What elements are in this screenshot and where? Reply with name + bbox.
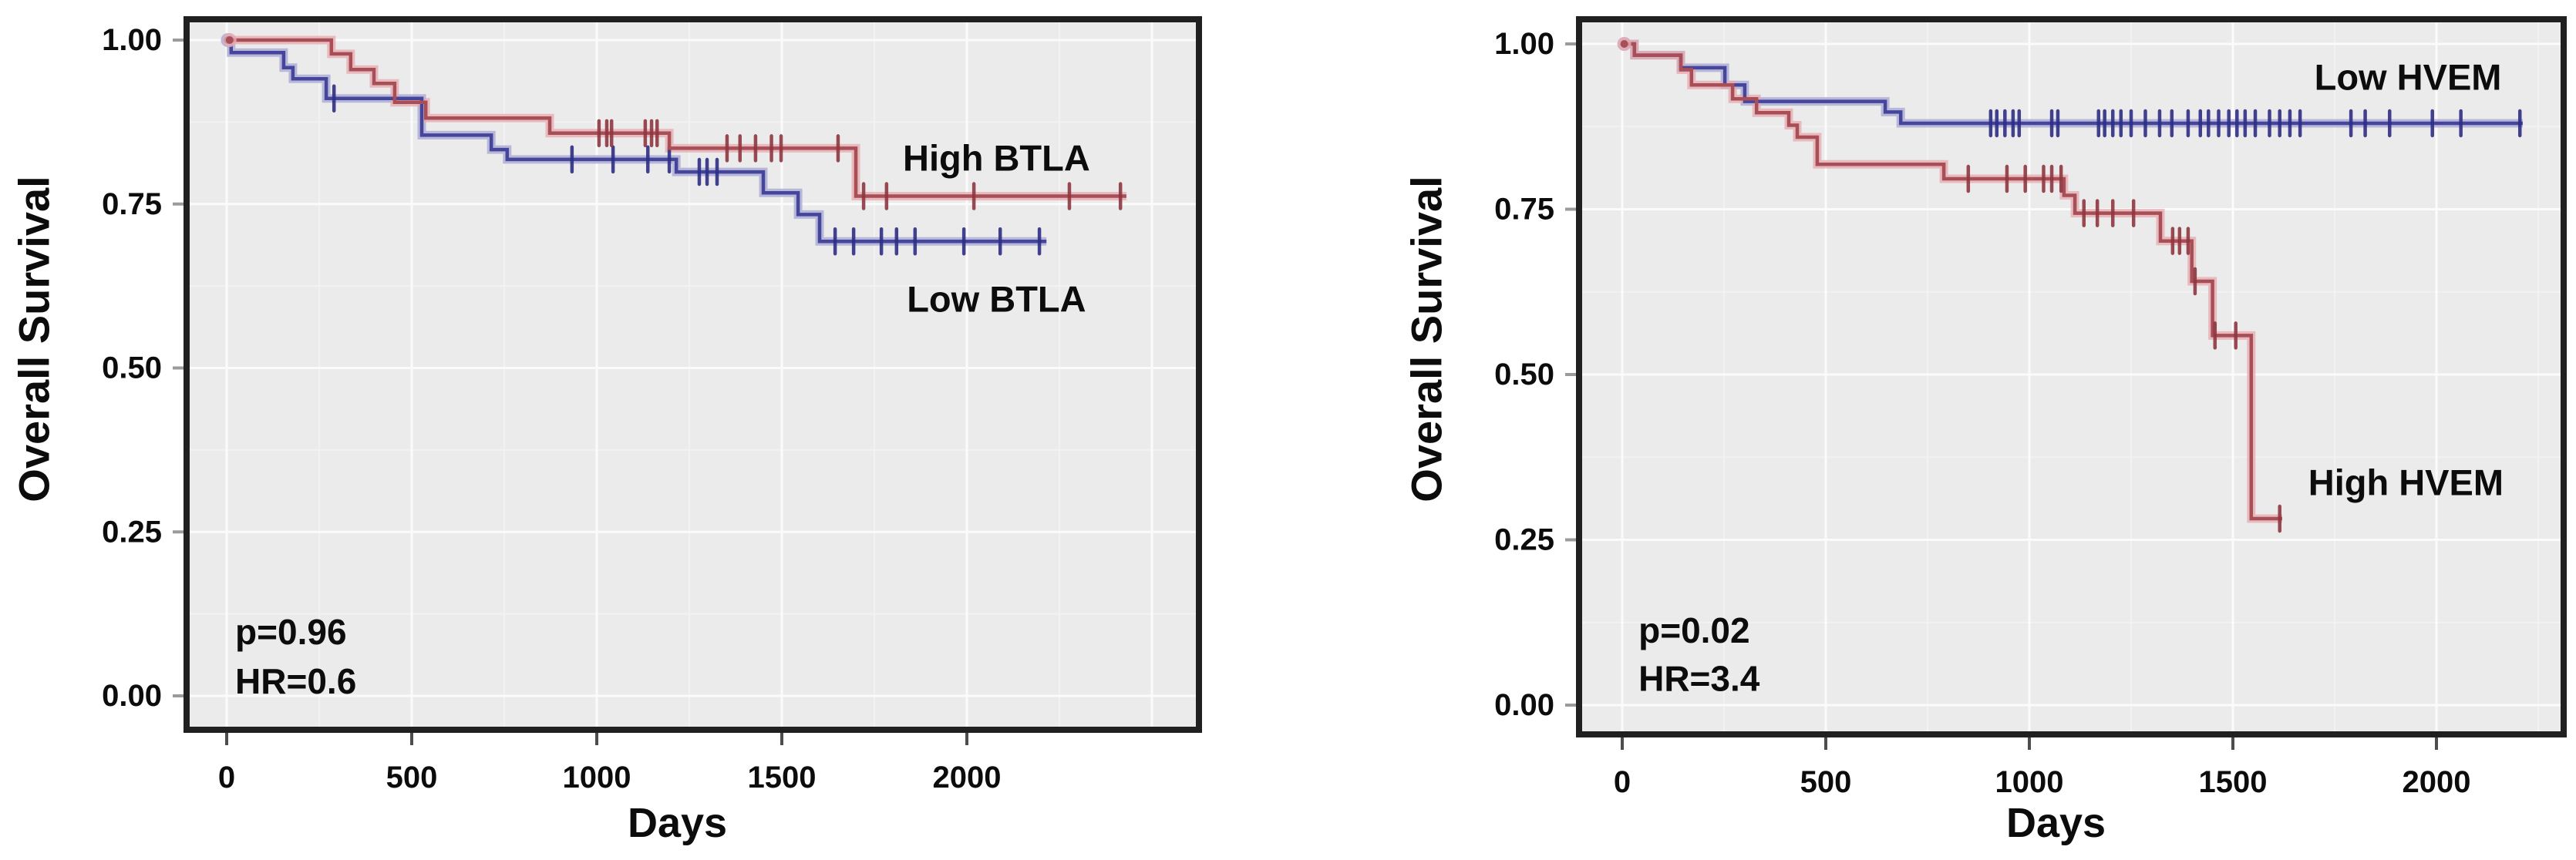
x-tick-label: 2000	[933, 761, 1002, 794]
y-tick-label: 0.75	[102, 187, 162, 221]
y-tick-label: 0.00	[102, 679, 162, 713]
stat-annotation: HR=0.6	[235, 661, 356, 701]
y-tick-label: 0.75	[1494, 193, 1554, 227]
plot-area-btla	[187, 19, 1199, 730]
curve-label-high-hvem: High HVEM	[2308, 462, 2504, 502]
x-tick-label: 1500	[748, 761, 817, 794]
km-curve-high-btla	[229, 38, 1126, 198]
plot-frame-hvem	[1576, 16, 2567, 737]
stat-annotation: p=0.96	[235, 612, 347, 652]
stat-annotation: p=0.02	[1638, 610, 1750, 650]
km-curve-low-btla	[227, 38, 1047, 244]
x-tick-label: 0	[1614, 765, 1631, 799]
curve-label-low-hvem: Low HVEM	[2315, 56, 2502, 97]
y-tick-label: 1.00	[1494, 27, 1554, 61]
plot-area-hvem	[1579, 19, 2564, 734]
x-axis-title: Days	[2006, 800, 2106, 846]
curve-start-dot	[1620, 40, 1628, 48]
x-tick-label: 1500	[2199, 765, 2268, 799]
y-axis-title: Overall Survival	[1402, 176, 1451, 502]
x-tick-label: 500	[1800, 765, 1852, 799]
y-tick-label: 0.50	[1494, 358, 1554, 391]
y-tick-label: 0.00	[1494, 688, 1554, 722]
y-axis-title: Overall Survival	[10, 176, 59, 502]
stat-annotation: HR=3.4	[1638, 659, 1760, 699]
y-tick-label: 0.25	[1494, 523, 1554, 557]
x-axis-title: Days	[628, 800, 727, 846]
x-tick-label: 500	[386, 761, 438, 794]
x-tick-label: 0	[218, 761, 235, 794]
y-tick-label: 0.25	[102, 515, 162, 549]
x-tick-label: 2000	[2403, 765, 2471, 799]
curve-start-dot	[225, 36, 234, 44]
x-tick-label: 1000	[1995, 765, 2064, 799]
plot-frame-btla	[184, 16, 1202, 733]
curve-label-low-btla: Low BTLA	[907, 279, 1086, 320]
km-curve-high-hvem	[1624, 42, 2282, 521]
curve-label-high-btla: High BTLA	[903, 138, 1090, 179]
y-tick-label: 1.00	[102, 23, 162, 57]
x-tick-label: 1000	[563, 761, 631, 794]
y-tick-label: 0.50	[102, 351, 162, 385]
